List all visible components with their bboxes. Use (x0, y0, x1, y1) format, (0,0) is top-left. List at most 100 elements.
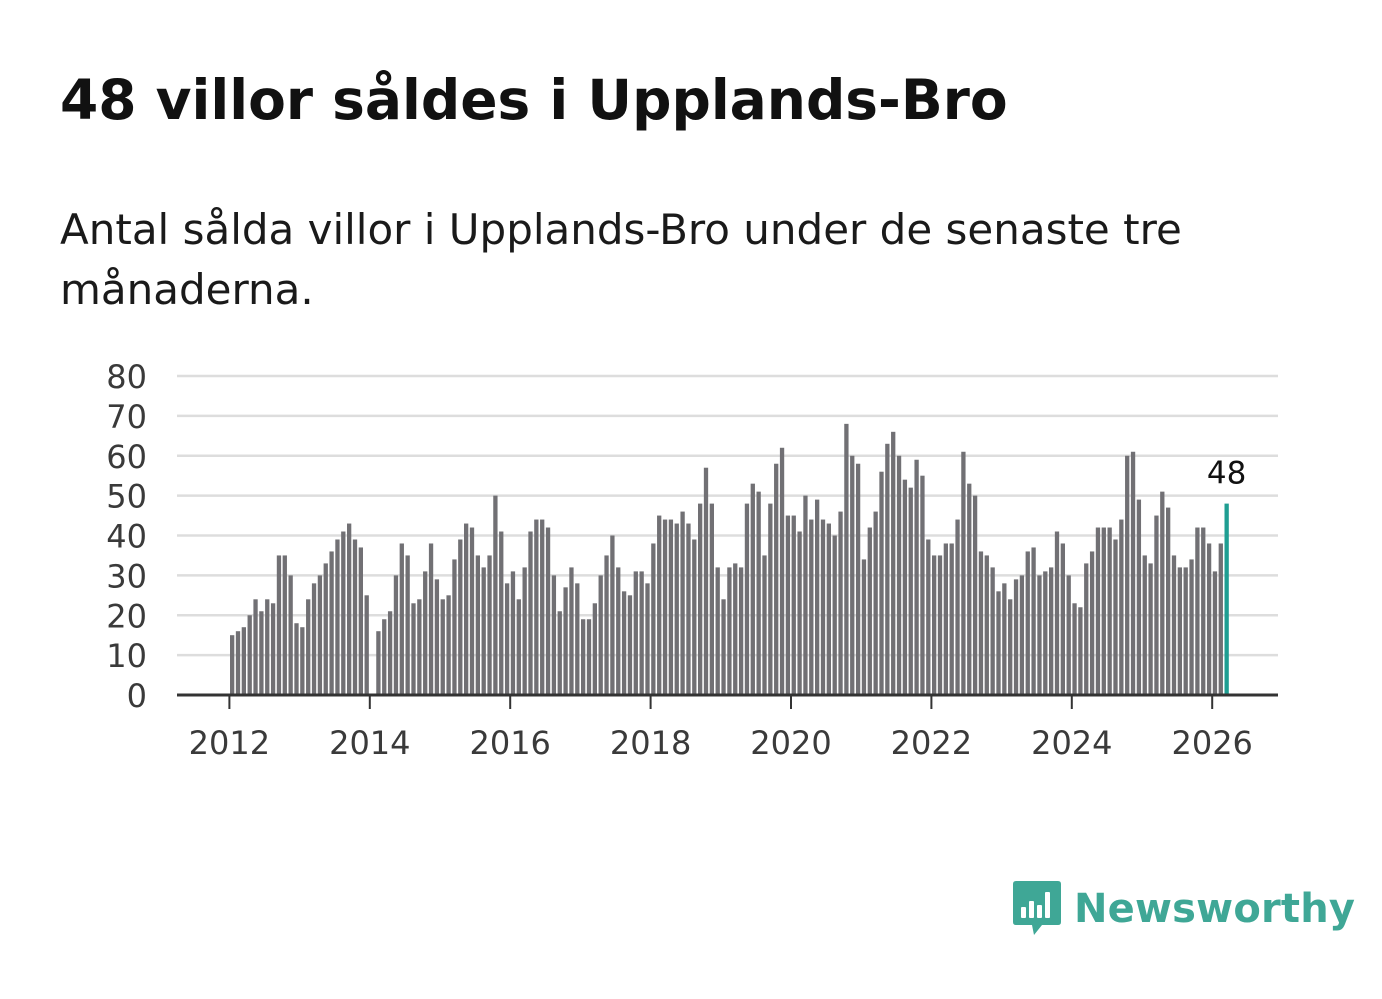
bar (855, 463, 861, 695)
axes (177, 693, 1278, 709)
bar (791, 515, 796, 695)
bar (241, 627, 246, 695)
bar (978, 551, 984, 695)
bar (885, 443, 890, 695)
bar (844, 423, 849, 695)
bar (475, 555, 480, 695)
y-tick-label-30: 30 (106, 557, 147, 595)
bar (399, 543, 404, 695)
bar (1107, 527, 1112, 695)
bar (809, 519, 814, 695)
bar (990, 567, 995, 695)
bar (768, 503, 773, 695)
bar (481, 567, 486, 695)
bar (458, 539, 463, 695)
bar (1084, 563, 1089, 695)
bar (598, 575, 603, 696)
bar (329, 551, 334, 695)
bar (1066, 575, 1071, 696)
bar (926, 539, 931, 695)
bar (967, 483, 972, 695)
y-tick-label-10: 10 (106, 637, 147, 675)
bar (616, 567, 621, 695)
y-tick-label-60: 60 (106, 438, 147, 476)
bars (230, 423, 1229, 696)
bar (657, 515, 662, 695)
bar (709, 503, 714, 695)
x-tick-label-2016: 2016 (469, 724, 550, 762)
x-tick-label-2012: 2012 (189, 724, 270, 762)
bar (1154, 515, 1159, 695)
x-tick-label-2018: 2018 (610, 724, 691, 762)
bar (323, 563, 328, 695)
bar (797, 531, 802, 695)
bar (879, 471, 884, 695)
bar (680, 511, 685, 695)
bar (1201, 527, 1206, 695)
bar (417, 599, 422, 695)
x-tick-label-2022: 2022 (891, 724, 972, 762)
bar (499, 531, 504, 695)
bar (1119, 519, 1124, 695)
bar (873, 511, 878, 695)
bar (534, 519, 539, 695)
bar (423, 571, 428, 695)
bar (1212, 571, 1218, 695)
bar (1171, 555, 1177, 695)
bar (1072, 603, 1077, 695)
bar (253, 599, 258, 695)
bar (335, 539, 340, 695)
bar (411, 603, 416, 695)
bar (1160, 491, 1165, 695)
bar (288, 575, 293, 696)
newsworthy-chart-bubble-icon (1013, 881, 1061, 935)
bar (668, 519, 674, 695)
bar (692, 539, 697, 695)
bar (1136, 499, 1142, 695)
bar (815, 499, 820, 695)
bar (1049, 567, 1054, 695)
brand-name: Newsworthy (1074, 886, 1356, 932)
bar (551, 575, 557, 696)
bar (586, 619, 592, 695)
bar (949, 543, 954, 695)
y-tick-label-50: 50 (106, 478, 147, 516)
bar (358, 547, 363, 695)
bar (961, 451, 966, 695)
bar (756, 491, 761, 695)
bar (1113, 539, 1118, 695)
bar (300, 627, 305, 695)
bar (581, 619, 586, 695)
y-tick-label-70: 70 (106, 398, 147, 436)
bar (1177, 567, 1182, 695)
bar (838, 511, 843, 695)
bar (1189, 559, 1194, 695)
bar (259, 611, 264, 695)
newsworthy-logo: Newsworthy (1010, 878, 1355, 940)
bar (686, 523, 691, 695)
bar (440, 599, 445, 695)
bar (1206, 543, 1212, 695)
bar (674, 523, 679, 695)
bar (785, 515, 791, 695)
bar (317, 575, 323, 696)
bar (446, 595, 451, 695)
bar (592, 603, 597, 695)
bar (1078, 607, 1083, 695)
bar (341, 531, 346, 695)
bar (867, 527, 872, 695)
bar (428, 543, 434, 695)
y-tick-label-0: 0 (127, 677, 147, 715)
bar (452, 559, 457, 695)
bar (698, 503, 703, 695)
bar (627, 595, 633, 695)
bar (721, 599, 726, 695)
bar (1060, 543, 1065, 695)
bar (633, 571, 638, 695)
bar (364, 595, 369, 695)
bar (914, 459, 919, 695)
highlight-value-label: 48 (1207, 456, 1246, 492)
bar (920, 475, 925, 695)
